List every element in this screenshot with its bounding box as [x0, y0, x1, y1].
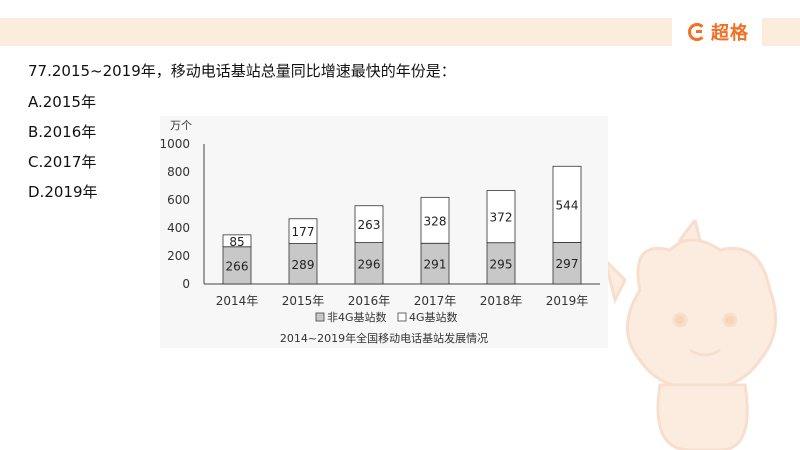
stacked-bar-chart: 万个 0 200 400 600 800 1000 266 85 2014年 289 177 2015年… — [160, 119, 600, 345]
bar-segment-4g — [222, 234, 252, 248]
bar-segment-4g — [354, 205, 384, 243]
bar-segment-non4g — [354, 242, 384, 285]
chart-panel: 万个 0 200 400 600 800 1000 266 85 2014年 289 177 2015年… — [160, 116, 608, 348]
x-tick-label: 2019年 — [546, 294, 589, 308]
answer-options: A.2015年 B.2016年 C.2017年 D.2019年 — [28, 92, 98, 212]
y-tick-label: 600 — [167, 193, 190, 207]
mascot-watermark-icon — [602, 220, 778, 450]
data-label-4g: 328 — [424, 214, 447, 228]
brand-logo: 超格 — [688, 20, 749, 44]
data-label-non4g: 296 — [358, 257, 381, 271]
x-tick-label: 2014年 — [216, 294, 259, 308]
bar-segment-4g — [486, 190, 516, 244]
data-label-4g: 85 — [229, 235, 244, 249]
y-tick-label: 200 — [167, 249, 190, 263]
x-tick-label: 2015年 — [282, 294, 325, 308]
y-tick-label: 1000 — [160, 137, 190, 151]
option-a[interactable]: A.2015年 — [28, 93, 96, 111]
header-bar — [0, 18, 672, 46]
data-label-non4g: 289 — [292, 258, 315, 272]
bar-segment-4g — [552, 165, 582, 243]
data-label-non4g: 295 — [490, 257, 513, 271]
y-tick-label: 400 — [167, 221, 190, 235]
data-label-4g: 544 — [556, 198, 579, 212]
data-label-4g: 177 — [292, 225, 315, 239]
y-axis-label: 万个 — [170, 119, 192, 132]
chart-title: 2014~2019年全国移动电话基站发展情况 — [280, 331, 488, 345]
y-tick-label: 800 — [167, 165, 190, 179]
option-c[interactable]: C.2017年 — [28, 153, 97, 171]
data-label-4g: 263 — [358, 218, 381, 232]
header-bar-end — [762, 18, 800, 46]
bar-segment-4g — [420, 196, 450, 244]
bar-segment-non4g — [552, 242, 582, 285]
y-tick-label: 0 — [182, 277, 190, 291]
data-label-non4g: 266 — [226, 259, 249, 273]
bar-segment-4g — [288, 218, 318, 244]
bar-segment-non4g — [288, 243, 318, 285]
x-tick-label: 2018年 — [480, 294, 523, 308]
bar-segment-non4g — [420, 242, 450, 285]
option-b[interactable]: B.2016年 — [28, 123, 97, 141]
data-label-non4g: 297 — [556, 257, 579, 271]
legend-label-4g: 4G基站数 — [409, 310, 458, 324]
legend-swatch-4g — [397, 312, 407, 322]
data-label-non4g: 291 — [424, 258, 447, 272]
bar-segment-non4g — [222, 246, 252, 285]
legend-label-non4g: 非4G基站数 — [327, 310, 387, 324]
brand-name: 超格 — [711, 23, 749, 44]
data-label-4g: 372 — [490, 211, 513, 225]
brand-g-icon — [688, 23, 706, 41]
legend-swatch-non4g — [315, 312, 325, 322]
x-tick-label: 2017年 — [414, 294, 457, 308]
option-d[interactable]: D.2019年 — [28, 183, 98, 201]
x-tick-label: 2016年 — [348, 294, 391, 308]
question-text: 77.2015~2019年，移动电话基站总量同比增速最快的年份是： — [28, 62, 456, 80]
